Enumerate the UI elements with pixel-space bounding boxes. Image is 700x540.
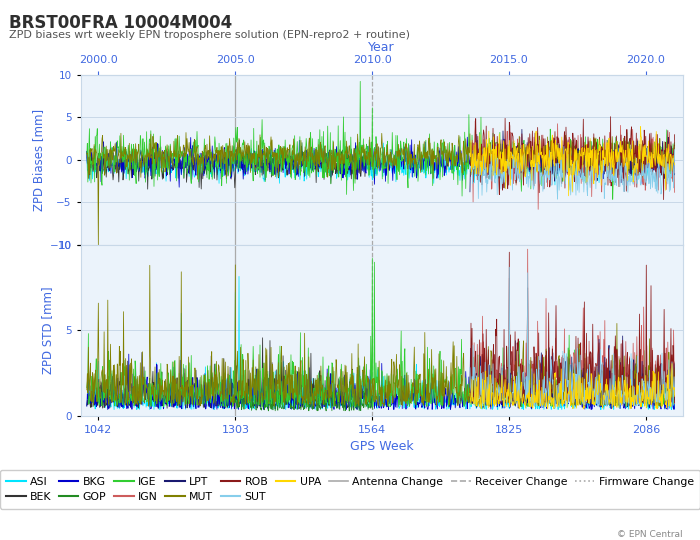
Y-axis label: ZPD Biases [mm]: ZPD Biases [mm] bbox=[32, 109, 46, 211]
X-axis label: Year: Year bbox=[368, 42, 395, 55]
Text: © EPN Central: © EPN Central bbox=[617, 530, 682, 539]
Y-axis label: ZPD STD [mm]: ZPD STD [mm] bbox=[41, 287, 54, 374]
X-axis label: GPS Week: GPS Week bbox=[350, 441, 413, 454]
Text: ZPD biases wrt weekly EPN troposphere solution (EPN-repro2 + routine): ZPD biases wrt weekly EPN troposphere so… bbox=[9, 30, 410, 40]
Legend: ASI, BEK, BKG, GOP, IGE, IGN, LPT, MUT, ROB, SUT, UPA, Antenna Change, Receiver : ASI, BEK, BKG, GOP, IGE, IGN, LPT, MUT, … bbox=[0, 470, 700, 509]
Text: BRST00FRA 10004M004: BRST00FRA 10004M004 bbox=[9, 14, 232, 31]
